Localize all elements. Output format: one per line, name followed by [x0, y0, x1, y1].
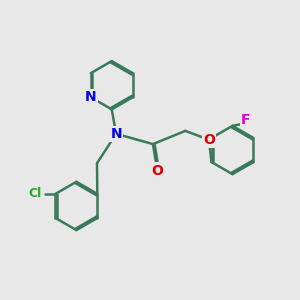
Text: O: O [203, 133, 215, 147]
Text: N: N [85, 90, 97, 104]
Text: F: F [241, 113, 250, 127]
Text: Cl: Cl [29, 188, 42, 200]
Text: O: O [152, 164, 163, 178]
Text: N: N [110, 127, 122, 141]
